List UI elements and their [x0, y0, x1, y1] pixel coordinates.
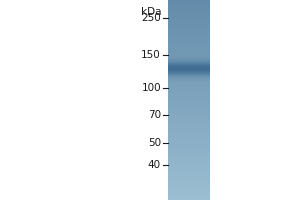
Text: 40: 40 — [148, 160, 161, 170]
Text: 50: 50 — [148, 138, 161, 148]
Text: kDa: kDa — [142, 7, 162, 17]
Text: 100: 100 — [141, 83, 161, 93]
Text: 70: 70 — [148, 110, 161, 120]
Text: 150: 150 — [141, 50, 161, 60]
Text: 250: 250 — [141, 13, 161, 23]
